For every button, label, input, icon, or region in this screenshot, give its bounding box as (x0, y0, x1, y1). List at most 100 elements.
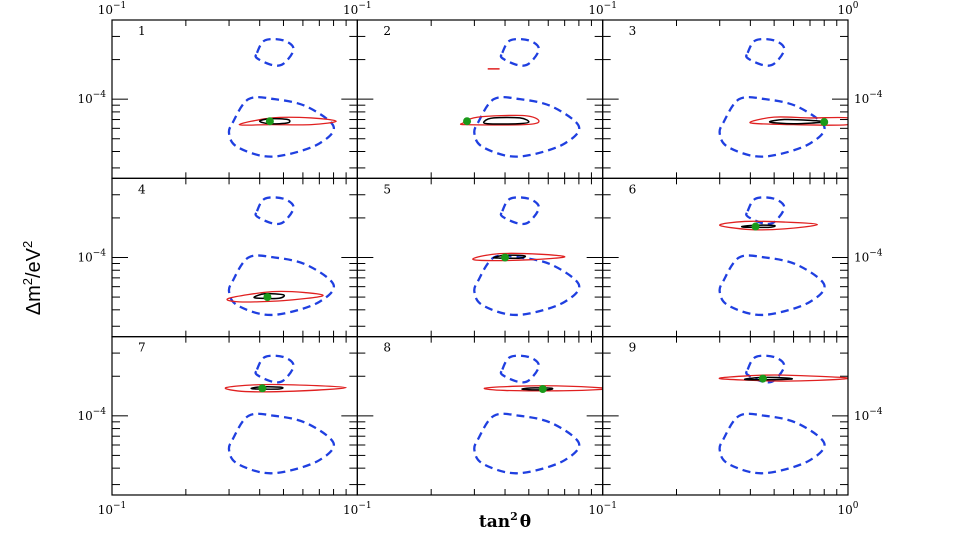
fit-region-contour (719, 220, 818, 231)
x-bottom-tick-label: 100 (837, 501, 858, 517)
panel-number-label: 3 (629, 24, 637, 38)
panel-1: 1 (111, 19, 358, 179)
best-fit-point (263, 293, 272, 302)
panel-number-label: 9 (629, 341, 637, 355)
panel-5: 5 (356, 177, 604, 338)
best-region-contour (482, 116, 530, 125)
panel-contours (718, 37, 848, 158)
panel-frame (356, 336, 604, 496)
allowed-region-contour (254, 37, 295, 67)
panel-frame (111, 336, 358, 496)
panel-contours (227, 37, 337, 158)
allowed-region-contour (227, 254, 336, 317)
best-region-contour (768, 118, 826, 125)
x-bottom-tick-label: 10−1 (98, 501, 127, 517)
panel-ticks (112, 20, 358, 179)
panel-contours (473, 354, 603, 475)
x-top-tick-label: 10−1 (98, 1, 127, 17)
allowed-region-contour (718, 254, 826, 317)
panel-ticks (112, 178, 358, 337)
panel-2: 2 (356, 19, 604, 179)
allowed-region-contour (499, 196, 541, 226)
panel-frame (111, 177, 358, 338)
panel-number-label: 1 (138, 24, 146, 38)
fit-region-contour (749, 116, 848, 126)
y-right-tick-label: 10−4 (854, 248, 883, 264)
panel-8: 8 (356, 336, 604, 496)
y-left-tick-label: 10−4 (77, 90, 106, 106)
panel-4: 4 (111, 177, 358, 338)
panel-ticks (602, 20, 848, 179)
panel-frame (602, 336, 849, 496)
panel-ticks (112, 336, 358, 495)
panel-ticks (357, 336, 603, 495)
panel-ticks (602, 336, 848, 495)
x-top-tick-label: 100 (837, 1, 858, 17)
fit-region-contour (238, 116, 337, 126)
fit-region-contour (718, 374, 848, 382)
best-fit-point (258, 384, 267, 393)
panel-frame (356, 19, 604, 179)
allowed-region-contour (745, 37, 786, 67)
panel-number-label: 4 (138, 182, 146, 196)
best-region-contour (258, 117, 291, 125)
panel-contours (224, 354, 347, 475)
allowed-region-contour (227, 412, 336, 475)
panel-7: 7 (111, 336, 358, 496)
best-fit-point (751, 222, 760, 231)
allowed-region-contour (499, 354, 541, 384)
fit-region-contour (483, 385, 603, 392)
panel-number-label: 6 (629, 182, 637, 196)
panel-contours (718, 196, 826, 317)
best-region-contour (253, 292, 286, 300)
allowed-region-contour (473, 412, 581, 475)
allowed-region-contour (473, 254, 581, 317)
best-region-contour (521, 387, 554, 391)
y-left-tick-label: 10−4 (77, 248, 106, 264)
allowed-region-contour (499, 37, 541, 67)
panel-frame (111, 19, 358, 179)
x-top-tick-label: 10−1 (343, 1, 372, 17)
panel-number-label: 2 (383, 24, 391, 38)
fit-region-contour (472, 252, 566, 262)
x-top-tick-label: 10−1 (588, 1, 617, 17)
panel-contours (472, 196, 581, 317)
fit-region-contour (226, 290, 324, 303)
panel-number-label: 7 (138, 341, 146, 355)
panel-contours (718, 354, 848, 475)
panel-6: 6 (602, 177, 849, 338)
panel-ticks (357, 20, 603, 179)
tick-labels-layer: 10−1 10−1 10−1 100 10−1 10−1 10−1 100 10−4 10−4 10… (77, 1, 882, 517)
y-right-tick-label: 10−4 (854, 407, 883, 423)
panel-frame (602, 19, 849, 179)
allowed-region-contour (718, 412, 826, 475)
allowed-region-contour (473, 95, 581, 158)
allowed-region-contour (254, 354, 295, 384)
y-left-tick-label: 10−4 (77, 407, 106, 423)
x-axis-label: tan2 θ (479, 510, 531, 532)
allowed-region-contour (254, 196, 295, 226)
best-fit-point (820, 118, 829, 127)
panel-9: 9 (602, 336, 849, 496)
panel-frame (356, 177, 604, 338)
best-fit-point (463, 117, 472, 126)
y-axis-label: Δm2/eV2 (20, 241, 45, 316)
best-fit-point (758, 374, 767, 383)
panel-contours (459, 37, 581, 158)
panel-3: 3 (602, 19, 849, 179)
y-right-tick-label: 10−4 (854, 90, 883, 106)
panel-number-label: 8 (383, 341, 391, 355)
x-bottom-tick-label: 10−1 (343, 501, 372, 517)
best-fit-point (265, 117, 274, 126)
panel-ticks (602, 178, 848, 337)
best-fit-point (538, 384, 547, 393)
fit-region-contour (224, 383, 347, 393)
best-region-contour (743, 376, 793, 381)
panel-contours (226, 196, 336, 317)
best-fit-point (501, 253, 510, 262)
allowed-region-contour (227, 95, 336, 158)
panel-frame (602, 177, 849, 338)
panel-number-label: 5 (383, 182, 391, 196)
best-region-contour (250, 386, 284, 390)
